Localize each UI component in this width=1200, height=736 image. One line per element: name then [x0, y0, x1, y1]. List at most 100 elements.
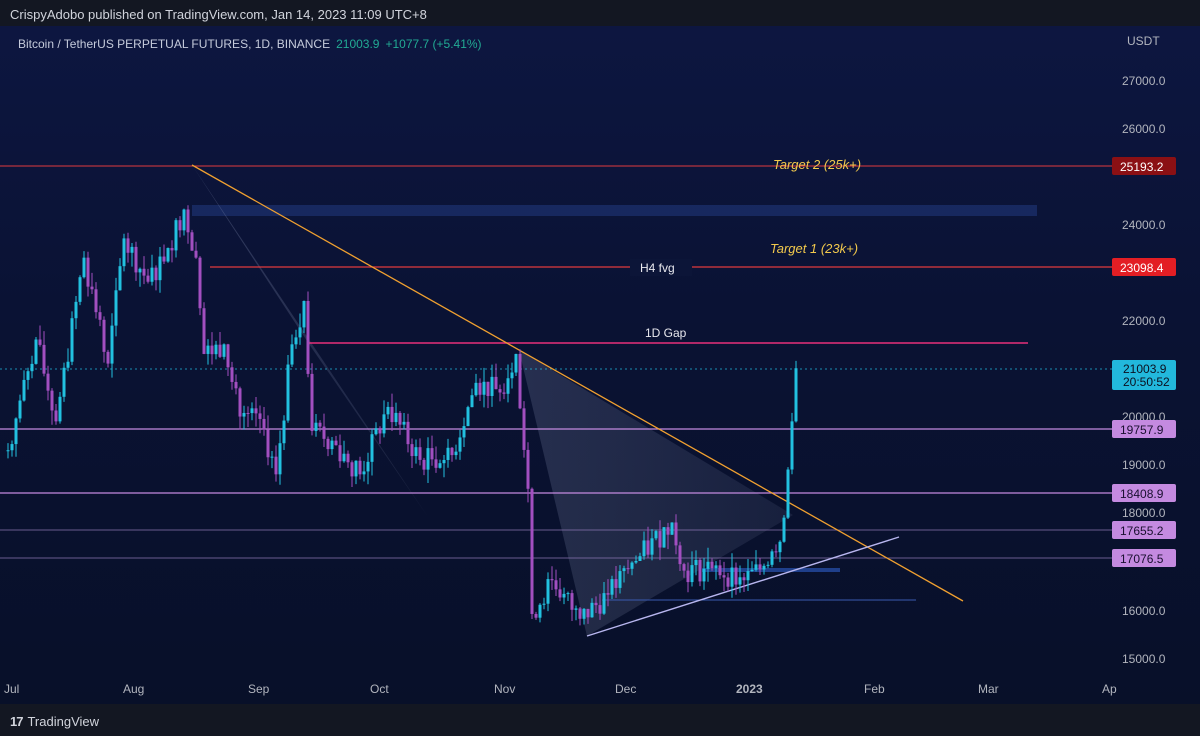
candle-body: [334, 440, 338, 446]
x-tick: Ap: [1102, 682, 1117, 696]
candle-body: [622, 568, 626, 572]
annotation-target-1: Target 1 (23k+): [770, 241, 858, 256]
candle-body: [114, 290, 118, 326]
price-tag-17655: [1112, 521, 1176, 539]
candle-body: [126, 238, 130, 253]
candle-body: [262, 418, 266, 430]
candle-body: [186, 209, 190, 233]
candle-body: [182, 209, 186, 231]
candle-body: [26, 371, 30, 380]
x-tick: Dec: [615, 682, 636, 696]
candle-body: [578, 608, 582, 619]
candle-body: [166, 248, 170, 262]
y-tick: 15000.0: [1122, 652, 1166, 666]
candle-body: [354, 460, 358, 477]
candle-body: [754, 564, 758, 570]
candle-body: [510, 372, 514, 379]
candle-body: [770, 551, 774, 565]
candle-body: [346, 453, 350, 463]
candle-body: [38, 339, 42, 345]
last-price-value: 21003.9: [1123, 362, 1167, 376]
x-tick: Aug: [123, 682, 144, 696]
candle-body: [78, 277, 82, 302]
candle-body: [174, 220, 178, 251]
candle-body: [370, 434, 374, 462]
candle-body: [534, 613, 538, 618]
candle-body: [90, 286, 94, 290]
candle-body: [306, 300, 310, 374]
candle-body: [698, 560, 702, 582]
candle-body: [274, 456, 278, 475]
candle-body: [410, 444, 414, 457]
x-tick: Sep: [248, 682, 270, 696]
y-tick: 18000.0: [1122, 506, 1166, 520]
symbol-legend[interactable]: Bitcoin / TetherUS PERPETUAL FUTURES, 1D…: [18, 37, 482, 51]
candle-body: [594, 602, 598, 606]
candle-body: [526, 449, 530, 489]
supply-zone-band: [192, 205, 1037, 216]
candle-body: [602, 593, 606, 614]
candle-body: [470, 395, 474, 408]
candle-body: [546, 579, 550, 604]
candle-body: [142, 268, 146, 276]
candle-body: [686, 570, 690, 583]
symbol-title: Bitcoin / TetherUS PERPETUAL FUTURES, 1D…: [18, 37, 331, 51]
candle-body: [98, 312, 102, 320]
candle-body: [250, 408, 254, 414]
candle-body: [46, 373, 50, 391]
candle-body: [702, 568, 706, 582]
x-tick: Feb: [864, 682, 885, 696]
candle-body: [482, 381, 486, 395]
annotation-h4-fvg: H4 fvg: [640, 261, 675, 275]
candle-body: [218, 344, 222, 357]
candle-body: [574, 608, 578, 610]
candle-body: [426, 448, 430, 470]
candle-body: [314, 422, 318, 431]
candle-body: [338, 445, 342, 462]
price-scale[interactable]: USDT 27000.0 26000.0 24000.0 22000.0 200…: [1112, 34, 1176, 666]
candle-body: [610, 579, 614, 595]
candle-body: [226, 344, 230, 368]
candle-body: [146, 275, 150, 282]
price-chart[interactable]: Target 2 (25k+) Target 1 (23k+) H4 fvg 1…: [0, 26, 1200, 704]
candle-body: [94, 289, 98, 313]
candle-body: [170, 248, 174, 251]
candle-body: [542, 603, 546, 605]
tradingview-logo[interactable]: 17 TradingView: [10, 714, 99, 729]
candle-body: [618, 571, 622, 588]
x-tick: Mar: [978, 682, 999, 696]
candle-body: [178, 220, 182, 231]
candle-body: [270, 456, 274, 458]
candle-body: [102, 319, 106, 352]
candle-body: [414, 447, 418, 457]
candle-body: [342, 453, 346, 462]
candle-body: [206, 345, 210, 354]
annotation-target-2: Target 2 (25k+): [773, 157, 861, 172]
candle-body: [326, 438, 330, 450]
candle-body: [58, 396, 62, 422]
time-axis[interactable]: Jul Aug Sep Oct Nov Dec 2023 Feb Mar Ap: [4, 682, 1117, 696]
candle-body: [462, 426, 466, 438]
candle-body: [318, 422, 322, 427]
candle-body: [458, 437, 462, 452]
tradingview-brand: TradingView: [27, 714, 100, 729]
candle-body: [486, 381, 490, 396]
candle-body: [514, 353, 518, 373]
candle-body: [282, 420, 286, 444]
price-tag-17076: [1112, 549, 1176, 567]
candle-body: [710, 561, 714, 569]
candle-body: [358, 460, 362, 475]
candle-body: [234, 381, 238, 389]
candle-body: [522, 408, 526, 450]
candle-body: [518, 353, 522, 409]
candle-body: [382, 414, 386, 434]
price-tag-17655-label: 17655.2: [1120, 524, 1164, 538]
candle-body: [734, 567, 738, 585]
candle-body: [210, 345, 214, 355]
y-tick: 24000.0: [1122, 218, 1166, 232]
candle-body: [138, 268, 142, 273]
candle-body: [406, 421, 410, 445]
candle-body: [154, 267, 158, 281]
candle-body: [322, 426, 326, 439]
x-tick: Nov: [494, 682, 515, 696]
